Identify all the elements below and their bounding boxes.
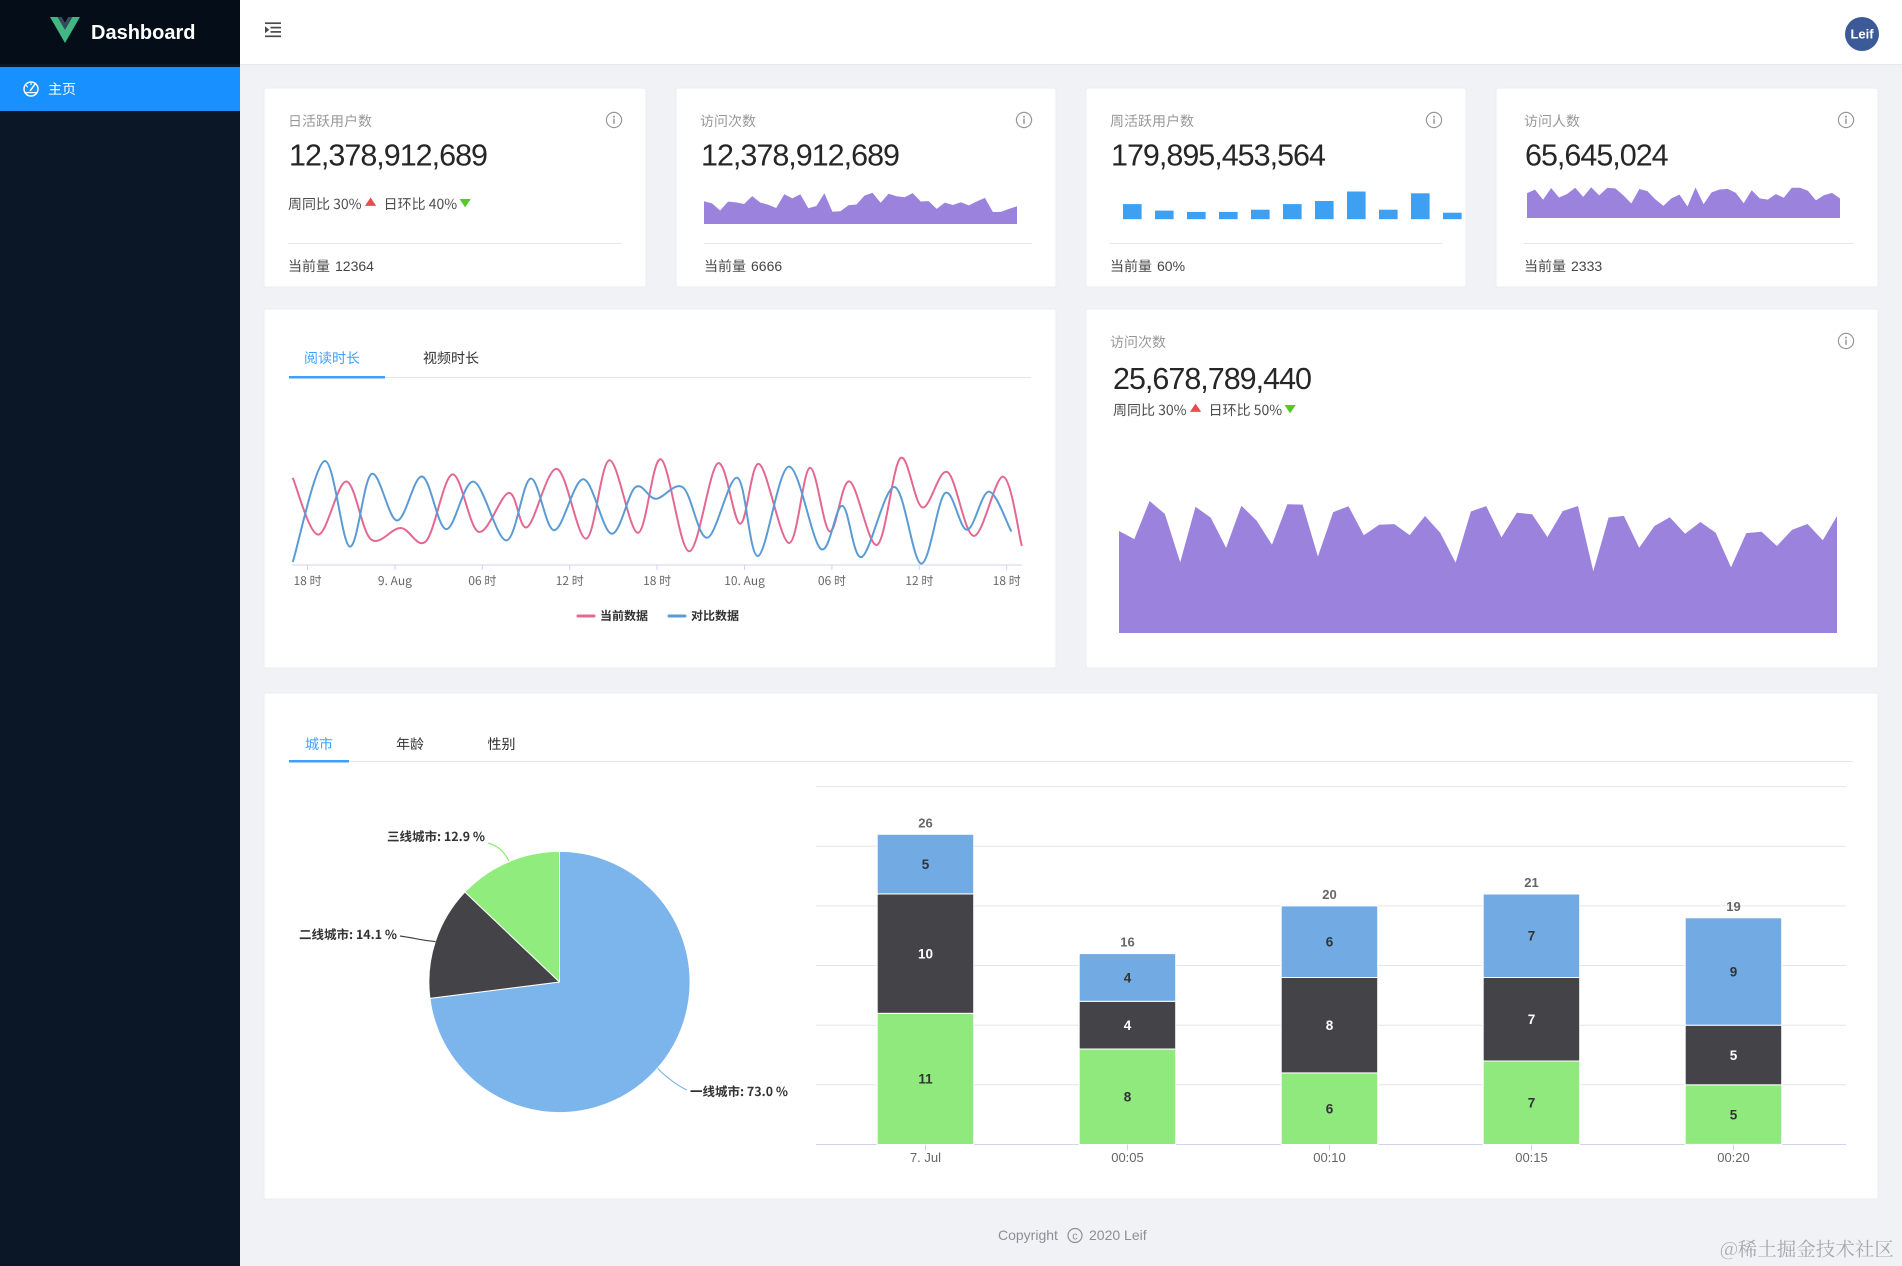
svg-text:00:15: 00:15 [1515,1150,1548,1165]
svg-text:10: 10 [918,946,933,961]
svg-text:12364: 12364 [335,258,374,274]
svg-text:c: c [1072,1231,1078,1243]
svg-text:6: 6 [1326,1102,1334,1117]
svg-text:12,378,912,689: 12,378,912,689 [289,139,487,173]
svg-text:8: 8 [1124,1090,1132,1105]
svg-text:Dashboard: Dashboard [91,22,195,44]
svg-text:2020 Leif: 2020 Leif [1089,1227,1147,1243]
svg-text:65,645,024: 65,645,024 [1525,139,1669,173]
svg-text:4: 4 [1124,1018,1132,1033]
svg-text:5: 5 [1730,1108,1738,1123]
svg-text:11: 11 [918,1072,933,1087]
svg-text:8: 8 [1326,1018,1334,1033]
svg-text:Copyright: Copyright [998,1227,1058,1243]
svg-text:12,378,912,689: 12,378,912,689 [701,139,899,173]
svg-text:5: 5 [1730,1048,1738,1063]
svg-text:179,895,453,564: 179,895,453,564 [1111,139,1326,173]
svg-text:21: 21 [1524,875,1538,890]
svg-text:6: 6 [1326,935,1334,950]
svg-text:60%: 60% [1157,258,1185,274]
svg-text:00:05: 00:05 [1111,1150,1144,1165]
svg-text:00:10: 00:10 [1313,1150,1346,1165]
svg-text:7: 7 [1528,929,1536,944]
svg-text:Leif: Leif [1850,27,1874,42]
svg-text:16: 16 [1120,935,1134,950]
svg-text:4: 4 [1124,970,1132,985]
svg-text:6666: 6666 [751,258,782,274]
svg-text:26: 26 [918,815,932,830]
svg-text:5: 5 [922,857,930,872]
svg-text:9: 9 [1730,964,1738,979]
svg-text:7. Jul: 7. Jul [910,1150,941,1165]
svg-text:7: 7 [1528,1096,1536,1111]
svg-text:25,678,789,440: 25,678,789,440 [1113,362,1311,396]
svg-text:20: 20 [1322,887,1336,902]
svg-text:7: 7 [1528,1012,1536,1027]
svg-text:2333: 2333 [1571,258,1602,274]
svg-text:00:20: 00:20 [1717,1150,1750,1165]
svg-text:19: 19 [1726,899,1740,914]
